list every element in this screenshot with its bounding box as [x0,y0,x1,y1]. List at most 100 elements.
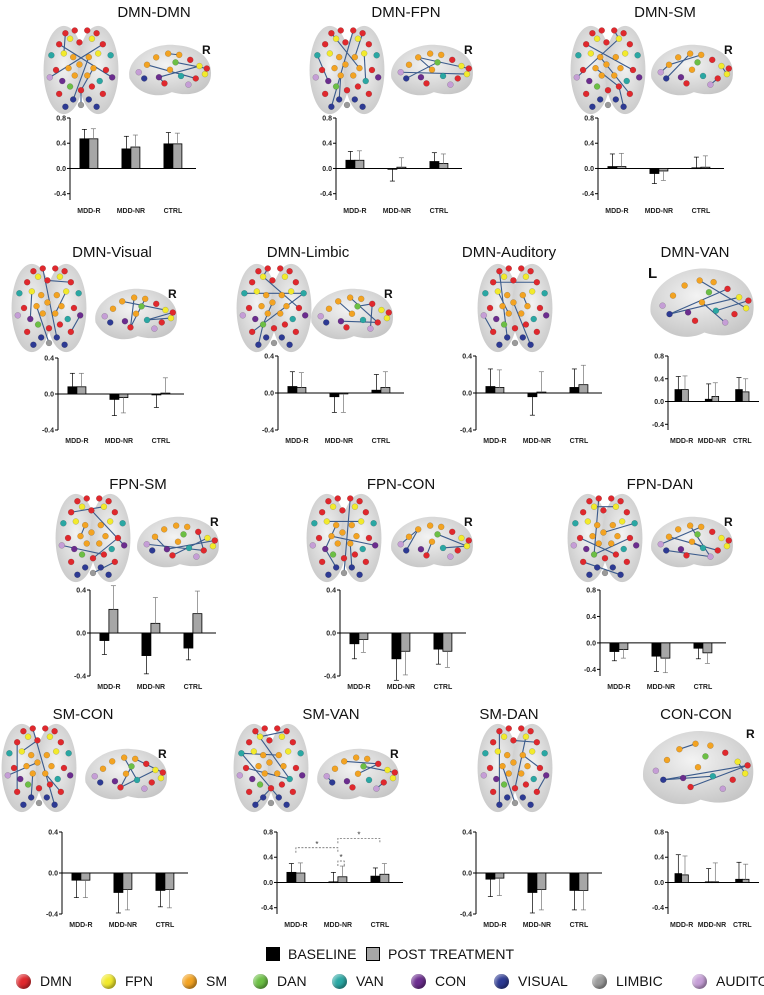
y-tick-label: -0.4 [42,428,54,435]
x-tick-label: CTRL [434,684,453,691]
x-tick-label: MDD-R [284,922,307,929]
panel-title: DMN-FPN [371,4,441,21]
node-visual [527,341,534,349]
node-sm [278,291,286,299]
node-sm [334,540,342,547]
connection-line [324,548,337,568]
node-dmn [339,507,346,514]
node-sm [348,310,356,318]
legend-baseline-swatch [266,947,280,961]
node-dmn [489,278,497,286]
node-auditory [101,312,108,320]
node-sm [414,54,422,61]
node-visual [97,564,105,571]
node-auditory [447,81,454,88]
bar-baseline [674,389,683,402]
brain-lateral-view-11: R [317,747,400,800]
node-fpn [62,288,70,295]
node-dmn [683,80,690,87]
node-van [143,316,151,324]
node-dmn [318,66,326,74]
node-dmn [359,29,366,37]
node-sm [65,64,72,72]
node-dmn [88,83,96,90]
node-van [297,750,304,757]
bar-baseline [609,642,620,652]
node-visual [105,571,112,579]
y-tick-label: 0.8 [584,116,594,123]
brain-lateral-view-2: R [651,43,734,96]
connection-line [47,279,71,283]
bar-baseline [693,642,704,649]
node-sm [43,751,51,759]
bar-baseline [691,167,702,170]
significance-bracket [337,860,345,867]
node-dmn [448,528,456,536]
significance-bracket [295,847,339,853]
node-visual [332,564,340,571]
node-visual [519,794,527,801]
hemisphere-side-label: R [724,515,733,529]
node-dmn [334,495,342,502]
node-dan [434,531,441,538]
node-dmn [321,90,329,98]
node-dmn [89,554,97,562]
x-tick-label: MDD-R [483,438,506,445]
node-sm [610,72,618,79]
node-van [133,776,141,784]
node-sm [109,305,117,313]
connection-line [166,539,215,550]
hemisphere-side-label: R [384,287,393,301]
node-visual [402,547,410,554]
node-sm [175,51,183,59]
node-dmn [23,278,31,286]
node-dmn [365,40,373,48]
bar-post-treatment [164,872,175,890]
node-visual [586,571,593,579]
legend-label: SM [206,973,227,989]
node-fpn [718,62,725,70]
node-visual [496,341,503,349]
node-sm [698,299,706,306]
brain-lateral-view-10: R [85,747,168,800]
node-visual [255,341,262,349]
node-dmn [292,278,300,286]
node-dmn [245,304,253,312]
node-dmn [423,552,430,559]
hemisphere-side-label: R [390,747,399,761]
node-auditory [46,74,54,81]
node-dmn [328,29,335,37]
node-van [286,775,293,783]
node-fpn [152,766,159,774]
node-limbic [45,339,53,347]
node-fpn [326,50,334,57]
node-auditory [4,772,12,779]
node-auditory [236,772,244,779]
bar-baseline [370,875,381,883]
legend-dot [16,973,31,989]
node-sm [598,72,606,79]
node-sm [331,64,338,72]
bar-chart-4: 0.4 0.0 -0.4 MDD-R MDD-NR CTRL [262,354,404,445]
connection-line [49,43,104,78]
node-dmn [385,309,393,316]
node-dmn [423,80,430,87]
node-sm [118,298,126,305]
node-dmn [601,554,609,562]
bar-post-treatment [438,163,449,169]
node-dmn [325,497,332,505]
node-sm [69,53,77,61]
node-sm [592,64,599,72]
panel-title: SM-DAN [479,706,539,723]
node-dan [138,303,145,310]
node-limbic [270,339,278,347]
legend-baseline: BASELINE [266,946,356,962]
node-visual [620,103,627,111]
bar-baseline [735,389,743,402]
node-fpn [100,503,108,510]
x-tick-label: CTRL [733,922,752,929]
node-van [572,520,579,527]
node-fpn [28,288,36,295]
brain-top-view-0 [43,25,119,115]
node-dmn [57,788,65,796]
